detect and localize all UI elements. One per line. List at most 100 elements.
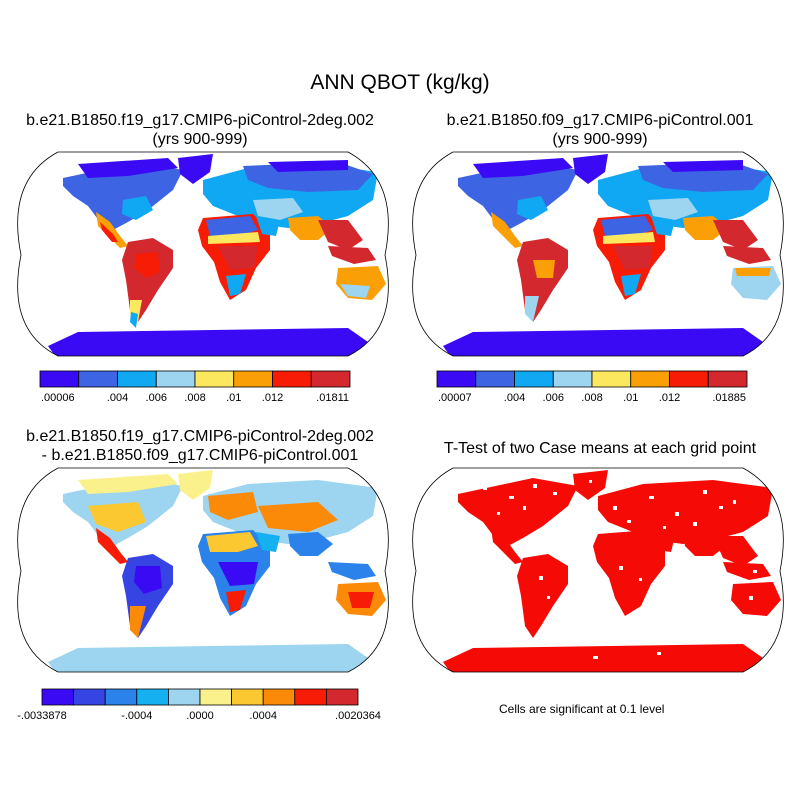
north-america-mid xyxy=(88,502,146,532)
map-border xyxy=(412,151,784,357)
central-asia xyxy=(258,502,338,532)
sahel xyxy=(603,232,655,244)
greenland xyxy=(573,470,608,500)
central-america xyxy=(491,528,523,564)
arabia xyxy=(256,216,280,236)
diff-colorbar-swatch xyxy=(73,688,106,706)
case2-title-line1: b.e21.B1850.f09_g17.CMIP6-piControl.001 xyxy=(446,112,754,129)
north-america-north xyxy=(78,474,178,494)
case1-colorbar-swatch xyxy=(272,370,312,388)
southeast-asia xyxy=(713,536,758,566)
central-america xyxy=(96,212,128,248)
insignificant-cells xyxy=(483,480,757,659)
case2-colorbar-label: .004 xyxy=(504,392,525,404)
north-america-base xyxy=(63,162,183,230)
case1-colorbar: .00006 .004 .006 .008 .01 .012 .01811 xyxy=(39,370,351,404)
sahel xyxy=(208,232,260,244)
antarctica xyxy=(48,644,368,672)
diff-title-line2: - b.e21.B1850.f09_g17.CMIP6-piControl.00… xyxy=(41,447,359,464)
case2-colorbar-swatch xyxy=(669,370,709,388)
case1-colorbar-swatch xyxy=(310,370,351,388)
ttest-map xyxy=(412,467,784,673)
diff-colorbar-swatch xyxy=(262,688,296,706)
case1-colorbar-label: .00006 xyxy=(41,392,75,404)
south-america-interior xyxy=(533,260,555,278)
diff-colorbar-swatch xyxy=(294,688,327,706)
sahara xyxy=(206,216,258,236)
diff-colorbar-swatch xyxy=(325,688,359,706)
case2-colorbar-swatch xyxy=(514,370,554,388)
greenland xyxy=(178,470,213,500)
central-america xyxy=(491,212,523,248)
case2-colorbar-label: .006 xyxy=(543,392,564,404)
map-border xyxy=(17,151,389,357)
diff-colorbar-swatch xyxy=(199,688,233,706)
australia-south xyxy=(340,284,370,298)
case1-colorbar-swatch xyxy=(117,370,157,388)
case1-colorbar-swatch xyxy=(78,370,118,388)
arabia xyxy=(256,532,280,552)
southern-africa xyxy=(226,274,246,296)
central-asia xyxy=(648,198,698,220)
central-america xyxy=(96,528,128,564)
south-america-core xyxy=(134,566,162,594)
case1-colorbar-label: .012 xyxy=(262,392,283,404)
arabia xyxy=(651,216,675,236)
antarctica xyxy=(443,328,763,356)
maritime-continent xyxy=(328,246,376,264)
case2-colorbar-swatch xyxy=(630,370,670,388)
case2-colorbar-swatch xyxy=(707,370,748,388)
southeast-asia xyxy=(713,220,758,250)
southeast-asia xyxy=(318,220,363,250)
case2-colorbar-swatch xyxy=(552,370,593,388)
diff-map xyxy=(17,467,389,673)
south-america xyxy=(122,238,173,322)
south-america-south xyxy=(525,296,539,322)
south-america xyxy=(517,554,568,638)
case2-map xyxy=(412,151,784,357)
diff-colorbar-label: .0004 xyxy=(249,710,277,722)
north-america-base xyxy=(458,162,578,230)
arctic-coast xyxy=(268,160,348,172)
map-border xyxy=(17,467,389,673)
maritime-continent xyxy=(328,562,376,580)
case2-colorbar-label: .00007 xyxy=(438,392,472,404)
greenland xyxy=(178,154,213,184)
south-asia xyxy=(288,532,333,556)
case2-colorbar-label: .008 xyxy=(581,392,602,404)
antarctica xyxy=(443,644,763,672)
arabia xyxy=(651,532,675,552)
case1-title-line1: b.e21.B1850.f19_g17.CMIP6-piControl-2deg… xyxy=(26,112,374,129)
case1-title-line2: (yrs 900-999) xyxy=(152,131,248,148)
map-border xyxy=(412,467,784,673)
sahara xyxy=(601,216,653,236)
figure-title: ANN QBOT (kg/kg) xyxy=(310,71,490,94)
eurasia xyxy=(598,480,773,544)
case1-colorbar-swatch xyxy=(39,370,80,388)
diff-colorbar: -.0033878 -.0004 .0000 .0004 .0020364 xyxy=(17,688,381,722)
southern-africa xyxy=(226,590,246,612)
case1-colorbar-label: .01 xyxy=(226,392,241,404)
north-america-north xyxy=(78,158,178,178)
diff-colorbar-label: .0020364 xyxy=(335,710,381,722)
case2-colorbar-label: .012 xyxy=(659,392,680,404)
case1-map xyxy=(17,151,389,357)
north-america-east xyxy=(122,196,153,220)
case2-colorbar: .00007 .004 .006 .008 .01 .012 .01885 xyxy=(436,370,748,404)
case1-colorbar-label: .006 xyxy=(146,392,167,404)
diff-colorbar-label: .0000 xyxy=(186,710,214,722)
case1-colorbar-swatch xyxy=(233,370,273,388)
case2-colorbar-label: .01 xyxy=(623,392,638,404)
australia-north xyxy=(735,268,771,276)
southern-africa xyxy=(621,274,641,296)
patagonia xyxy=(130,312,138,328)
africa xyxy=(593,530,665,616)
diff-colorbar-swatch xyxy=(104,688,138,706)
ttest-title: T-Test of two Case means at each grid po… xyxy=(443,440,757,457)
diff-colorbar-swatch xyxy=(136,688,169,706)
south-america-south xyxy=(130,606,146,638)
maritime-continent xyxy=(723,562,771,580)
case1-colorbar-label: .01811 xyxy=(316,392,349,404)
central-africa xyxy=(218,246,258,270)
case1-colorbar-label: .008 xyxy=(184,392,205,404)
